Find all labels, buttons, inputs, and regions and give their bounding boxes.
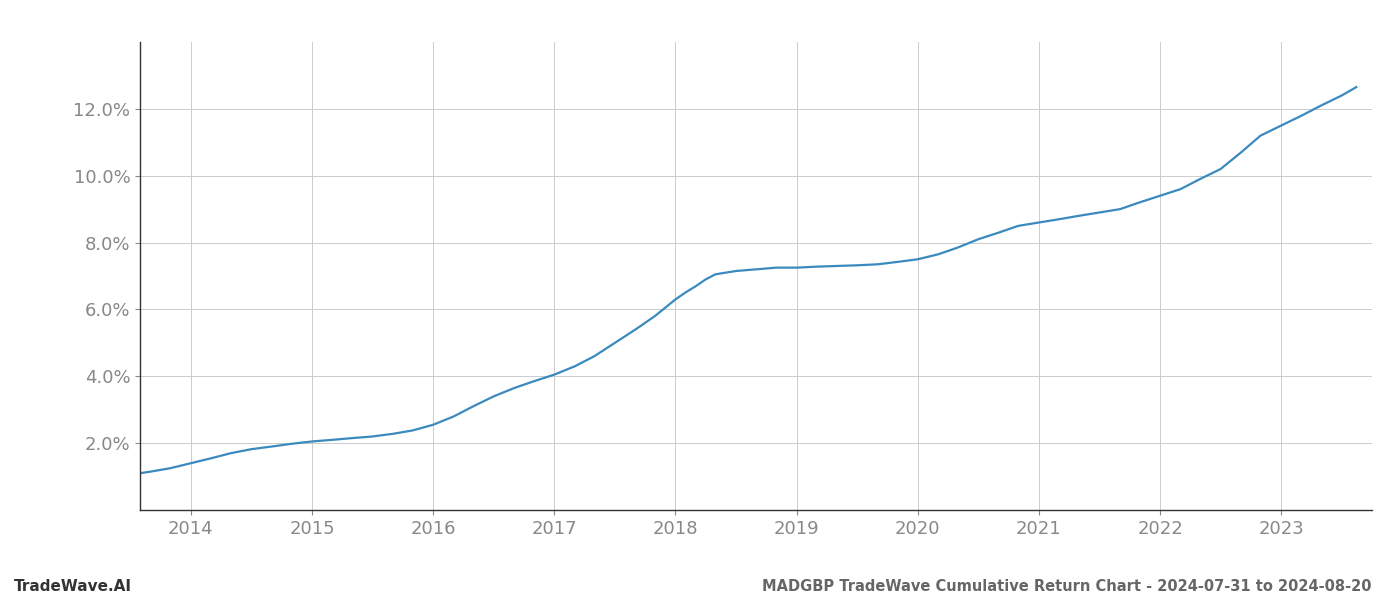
Text: TradeWave.AI: TradeWave.AI [14,579,132,594]
Text: MADGBP TradeWave Cumulative Return Chart - 2024-07-31 to 2024-08-20: MADGBP TradeWave Cumulative Return Chart… [763,579,1372,594]
